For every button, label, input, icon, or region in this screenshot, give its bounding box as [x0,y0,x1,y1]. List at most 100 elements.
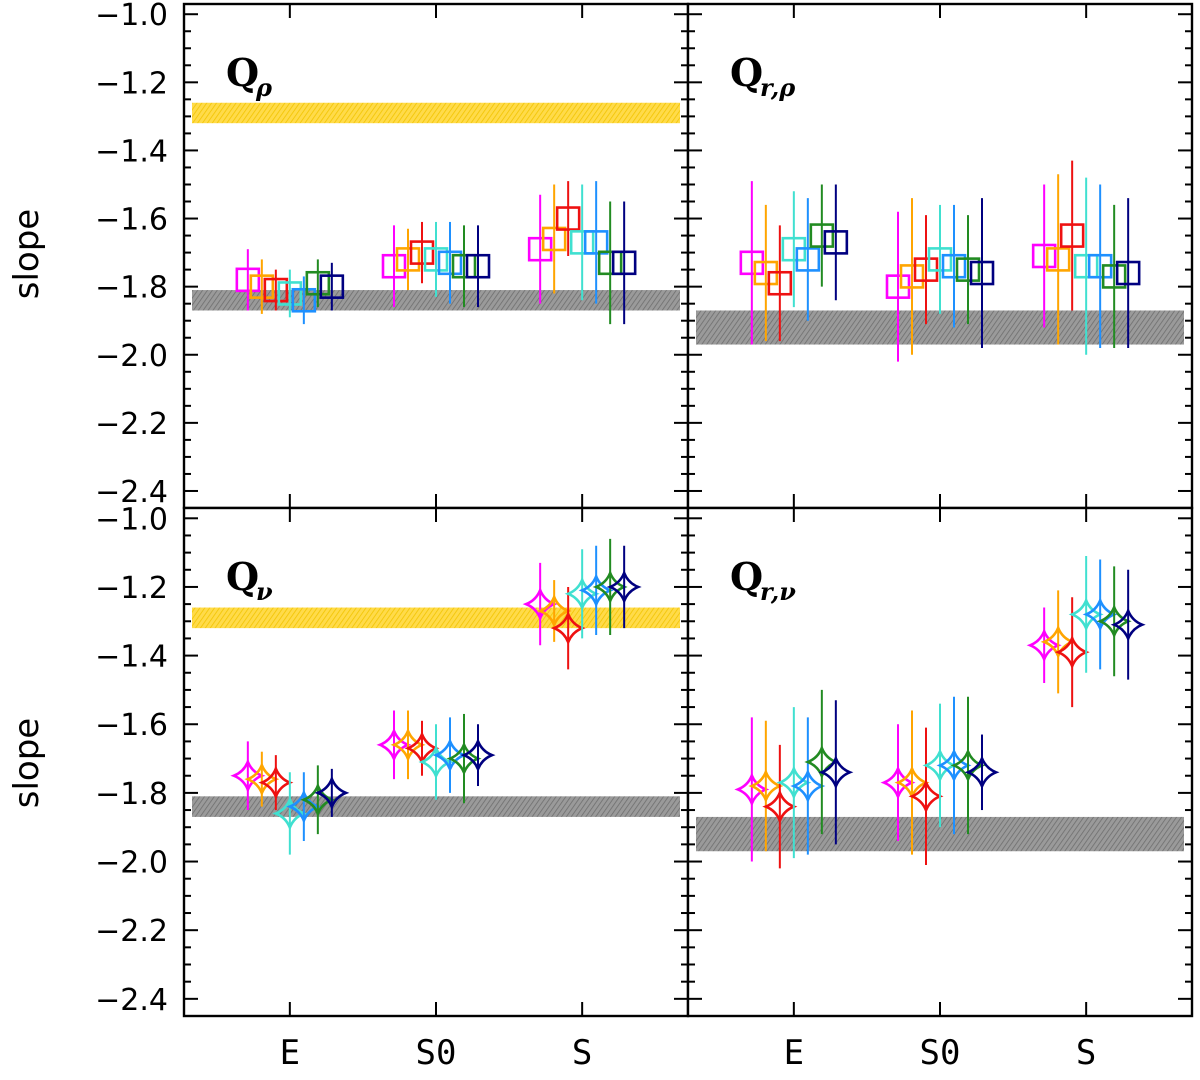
star-marker-S0-s6 [446,741,482,777]
y-tick-label: −2.4 [95,475,168,510]
y-tick-label: −1.0 [95,0,168,33]
star-marker-S0-s5 [936,747,972,783]
square-marker-S-s3 [555,206,581,231]
square-marker-S-s1 [1031,243,1057,269]
x-category-label-E-col1: E [280,1033,300,1073]
square-marker-E-s7 [319,274,345,299]
star-marker-E-s3 [258,765,294,801]
star-marker-E-s2 [748,768,784,804]
star-marker-S-s7 [1110,607,1146,643]
panel-frame [686,506,1194,1018]
square-marker-E-s5 [795,247,821,272]
y-tick-label: −1.4 [95,640,168,675]
y-tick-label: −1.2 [95,66,168,101]
y-tick-label: −2.4 [95,983,168,1018]
square-marker-S0-s5 [437,250,463,276]
x-category-label-S-col1: S [572,1033,592,1073]
square-marker-S-s4 [1073,253,1099,279]
star-marker-E-s6 [804,744,840,780]
y-axis-label-top: slope [7,209,47,299]
star-marker-S-s2 [536,593,572,629]
x-category-labels: E S0 S E S0 S [280,1033,1097,1073]
star-marker-S0-s3 [908,778,944,814]
reference-band-gray [696,310,1184,345]
y-tick-label: −1.0 [95,502,168,537]
panel-2: Qr,ρ [686,2,1194,510]
star-marker-S0-s6 [950,747,986,783]
y-tick-label: −2.0 [95,339,168,374]
square-marker-S0-s2 [395,247,421,272]
star-marker-S-s4 [564,576,600,612]
x-category-label-S-col2: S [1076,1033,1096,1073]
y-tick-label: −1.6 [95,708,168,743]
square-marker-E-s6 [305,270,331,296]
star-marker-S0-s7 [964,754,1000,790]
square-marker-S-s3 [1059,223,1085,248]
panel-title-subscript: ν [256,577,273,606]
y-tick-label: −1.8 [95,271,168,306]
square-marker-S0-s3 [409,240,435,265]
star-marker-S-s3 [550,610,586,646]
panels-layer: −1.0 −1.2 −1.4 −1.6 −1.8 −2.0 −2.2 −2.4 Qρ Qr,ρ −1… [95,0,1194,1018]
square-marker-E-s5 [291,287,317,313]
star-marker-S-s1 [1026,627,1062,663]
square-marker-E-s1 [235,267,261,293]
square-marker-S0-s6 [451,253,477,279]
square-marker-S-s6 [597,250,623,276]
square-marker-S-s7 [611,250,637,276]
square-marker-S0-s6 [955,257,981,282]
star-marker-S-s7 [606,569,642,605]
star-marker-E-s3 [762,789,798,825]
square-marker-S-s6 [1101,264,1127,289]
square-marker-E-s3 [767,270,793,296]
star-marker-E-s7 [818,754,854,790]
reference-band-yellow [192,102,680,124]
y-tick-label: −1.2 [95,571,168,606]
panel-title-subscript: r,ν [760,577,796,606]
y-tick-label: −2.2 [95,407,168,442]
square-marker-S0-s2 [899,264,925,289]
y-tick-label: −2.2 [95,914,168,949]
square-marker-E-s7 [823,230,849,255]
square-marker-E-s6 [809,223,835,248]
square-marker-S-s7 [1115,260,1141,286]
square-marker-S0-s1 [381,253,407,279]
panel-title: Q [730,554,763,599]
y-tick-label: −1.8 [95,777,168,812]
panel-title: Q [226,554,259,599]
star-marker-S0-s7 [460,737,496,773]
star-marker-E-s7 [314,775,350,811]
star-marker-S0-s1 [376,727,412,763]
square-marker-S-s2 [1045,247,1071,272]
y-tick-label: −1.4 [95,134,168,169]
y-tick-label: −1.6 [95,203,168,238]
square-marker-S0-s5 [941,253,967,279]
reference-band-gray [192,796,680,817]
star-marker-S-s2 [1040,624,1076,660]
star-marker-S-s6 [592,569,628,605]
panel-title: Q [730,50,763,95]
star-marker-S-s5 [1082,596,1118,632]
x-category-label-E-col2: E [784,1033,804,1073]
star-marker-S0-s1 [880,765,916,801]
square-marker-S0-s7 [969,260,995,286]
panel-1: −1.0 −1.2 −1.4 −1.6 −1.8 −2.0 −2.2 −2.4 Qρ [95,0,690,510]
square-marker-E-s2 [249,274,275,299]
star-marker-S-s4 [1068,596,1104,632]
reference-band-yellow [192,607,680,629]
star-marker-S-s1 [522,586,558,622]
panel-title-subscript: r,ρ [760,73,796,102]
panel-title-subscript: ρ [255,73,273,102]
star-marker-S-s5 [578,572,614,608]
star-marker-S0-s4 [922,747,958,783]
square-marker-S-s2 [541,226,567,252]
x-category-label-S0-col2: S0 [920,1033,961,1073]
star-marker-E-s5 [790,768,826,804]
square-marker-E-s4 [277,281,303,306]
x-category-label-S0-col1: S0 [416,1033,457,1073]
star-marker-E-s1 [734,771,770,807]
square-marker-S-s5 [583,230,609,255]
panel-3: −1.0 −1.2 −1.4 −1.6 −1.8 −2.0 −2.2 −2.4 Qν [95,502,690,1018]
square-marker-S0-s4 [927,247,953,272]
